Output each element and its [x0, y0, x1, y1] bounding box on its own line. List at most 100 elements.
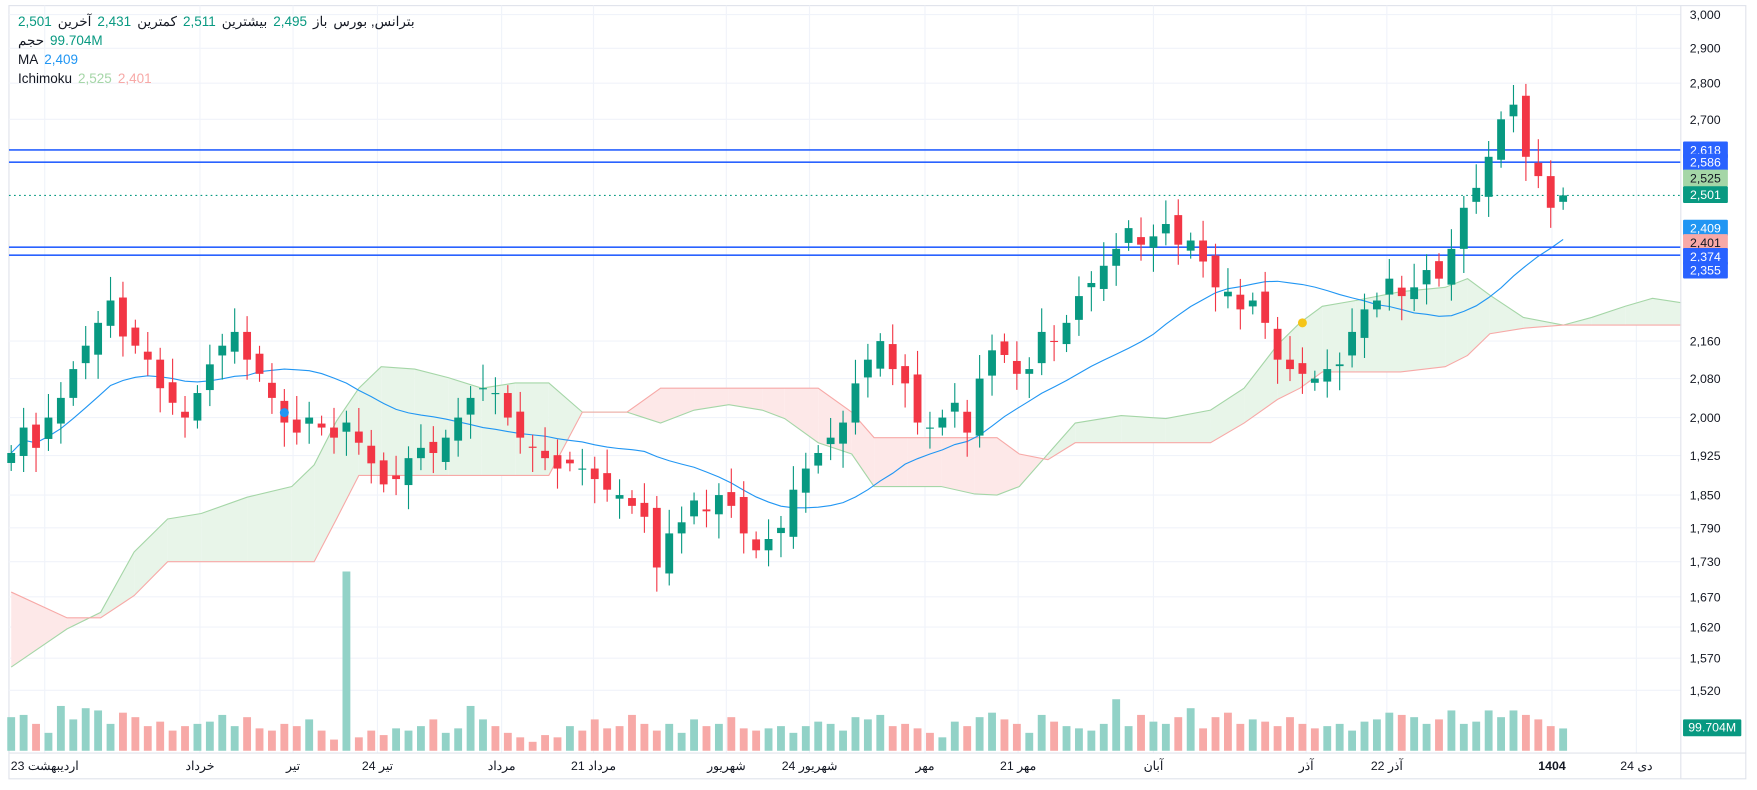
candle-body [1472, 187, 1481, 202]
cloud-segment [201, 497, 248, 562]
volume-bar [441, 732, 450, 751]
volume-bar [839, 730, 847, 751]
time-axis[interactable]: 23 اردیبهشت خرداد تیر 24 تیر مرداد 21 مرداد شه… [11, 758, 1653, 773]
volume-bar [901, 723, 910, 751]
x-tick-label: شهریور [706, 759, 746, 773]
volume-bar [81, 708, 90, 751]
x-tick-label: خرداد [186, 759, 215, 773]
volume-bar [367, 730, 376, 751]
cloud-segment [874, 437, 908, 487]
volume-bar [777, 726, 785, 751]
volume-bar [714, 723, 723, 751]
candle-body [81, 345, 90, 364]
volume-bar [950, 721, 959, 751]
x-tick-label: مرداد [488, 759, 516, 773]
candle-body [565, 459, 574, 464]
candle-body [1559, 195, 1568, 202]
candle-body [1385, 278, 1394, 295]
price-badge-label: 2,501 [1690, 188, 1721, 202]
cloud-segment [381, 366, 415, 476]
volume-bar [1298, 723, 1307, 751]
ichimoku-legend[interactable]: Ichimoku 2,525 2,401 [18, 69, 415, 88]
volume-bar [565, 726, 574, 751]
candle-body [218, 345, 227, 356]
candle-body [1323, 369, 1332, 382]
ma-polyline [10, 238, 1564, 509]
x-tick-label: 24 دی [1620, 759, 1652, 773]
candle-body [975, 378, 984, 436]
candle-body [305, 417, 314, 424]
candle-body [1286, 359, 1294, 370]
volume-bar [1397, 714, 1406, 751]
volume-badge [1683, 719, 1742, 737]
y-tick-label: 1,670 [1690, 590, 1721, 604]
ichimoku-label: Ichimoku [18, 71, 73, 86]
candle-body [1397, 287, 1406, 297]
volume-bar [553, 737, 562, 751]
candle-body [603, 473, 612, 490]
y-tick-label: 2,080 [1690, 372, 1721, 386]
candle-body [764, 539, 773, 551]
candle-body [1310, 378, 1319, 383]
volume-bar [1323, 726, 1332, 751]
low-value: 2,431 [97, 14, 132, 29]
volume-bar [1534, 719, 1543, 751]
volume-bar [578, 730, 587, 751]
candle-body [1521, 95, 1530, 157]
candle-body [181, 411, 189, 418]
volume-bar [44, 732, 53, 751]
candle-body [1497, 119, 1505, 160]
candles [7, 83, 1568, 592]
volume-bar [94, 710, 103, 751]
volume-bar [1410, 717, 1419, 751]
volume-bar [926, 732, 934, 751]
cloud-segment [134, 518, 168, 596]
candle-body [268, 382, 276, 398]
candle-body [752, 539, 761, 551]
volume-bar [826, 723, 835, 751]
candle-body [1447, 248, 1456, 285]
candle-body [677, 522, 686, 534]
price-badge [1683, 261, 1728, 279]
candle-body [851, 383, 860, 423]
volume-bar [379, 735, 388, 751]
volume-bar [1224, 712, 1232, 751]
ma-legend[interactable]: MA 2,409 [18, 50, 415, 69]
span-a-line [10, 278, 1682, 668]
cloud-segment [1121, 415, 1166, 443]
close-value: 2,501 [18, 14, 52, 29]
x-tick-label: تیر [285, 759, 300, 773]
horizontal-lines[interactable] [8, 149, 1681, 257]
volume-legend[interactable]: حجم 99.704M [18, 31, 415, 50]
volume-bar [181, 726, 189, 751]
volume-bar [1075, 728, 1083, 751]
volume-bar [1472, 721, 1481, 751]
volume-bar [752, 730, 761, 751]
cloud-segment [247, 486, 292, 562]
candle-body [243, 331, 252, 360]
volume-bar [1149, 721, 1158, 751]
volume-bar [454, 728, 463, 751]
candle-body [1137, 237, 1145, 245]
candle-body [652, 507, 661, 568]
ichimoku-b-value: 2,401 [117, 71, 152, 86]
price-axis[interactable]: 3,000 2,900 2,800 2,700 2,160 2,080 2,000 1,925… [1690, 8, 1721, 698]
volume-bar [392, 728, 401, 751]
volume-bar [1447, 710, 1456, 751]
candle-body [330, 427, 338, 438]
candle-body [392, 475, 401, 480]
symbol-name[interactable]: بترانس, بورس [333, 14, 415, 29]
chart-legend: 2,501 آخرین 2,431 کمترین 2,511 بیشترین 2,49… [18, 12, 415, 88]
volume-bar [1261, 721, 1270, 751]
candle-body [1261, 291, 1270, 323]
volume-bars [7, 571, 1568, 751]
candle-body [1174, 215, 1183, 245]
volume-bar [56, 705, 65, 751]
candle-body [665, 533, 674, 574]
candle-body [1124, 228, 1133, 243]
volume-bar [913, 728, 922, 751]
volume-label: حجم [18, 33, 45, 48]
volume-bar [1385, 712, 1394, 751]
volume-bar [466, 705, 475, 751]
